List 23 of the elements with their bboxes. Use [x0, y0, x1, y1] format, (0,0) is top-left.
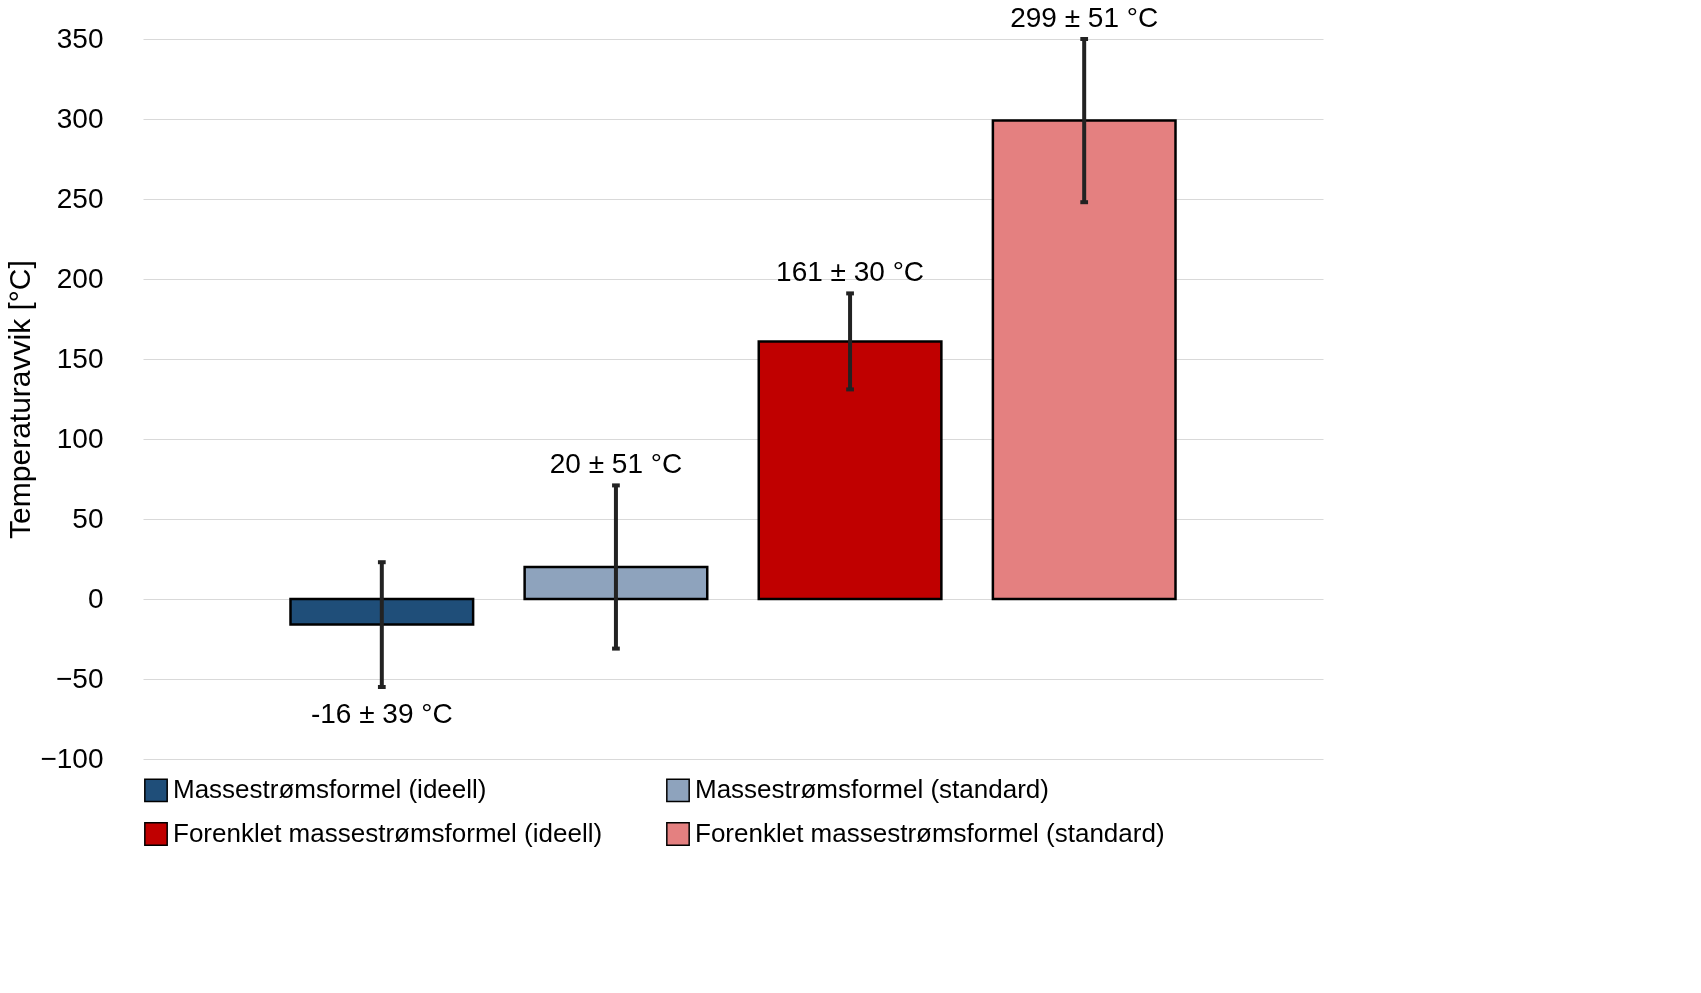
legend-label: Forenklet massestrømsformel (standard)	[695, 818, 1165, 848]
data-label: 161 ± 30 °C	[776, 256, 925, 288]
bar	[523, 565, 709, 601]
y-tick-label: 150	[56, 342, 104, 374]
bar	[991, 119, 1177, 601]
y-tick-label: 300	[56, 102, 104, 134]
legend-label: Massestrømsformel (ideell)	[173, 774, 487, 805]
y-tick-label: −100	[40, 742, 104, 774]
y-tick-label: 100	[56, 422, 104, 454]
y-tick-label: 200	[56, 262, 104, 294]
data-label: 20 ± 51 °C	[549, 448, 683, 480]
y-tick-label: −50	[56, 662, 104, 694]
data-label: -16 ± 39 °C	[310, 698, 453, 729]
bar	[289, 597, 475, 626]
y-tick-label: 50	[72, 502, 104, 534]
y-tick-label: 250	[56, 182, 104, 214]
legend-label: Massestrømsformel (standard)	[695, 774, 1049, 805]
bar	[757, 340, 943, 601]
data-label: 299 ± 51 °C	[1010, 2, 1159, 33]
legend-label: Forenklet massestrømsformel (ideell)	[173, 818, 603, 848]
y-axis-title: Temperaturavvik [°C]	[3, 260, 37, 539]
y-tick-label: 0	[87, 582, 104, 614]
y-tick-label: 350	[56, 22, 104, 54]
